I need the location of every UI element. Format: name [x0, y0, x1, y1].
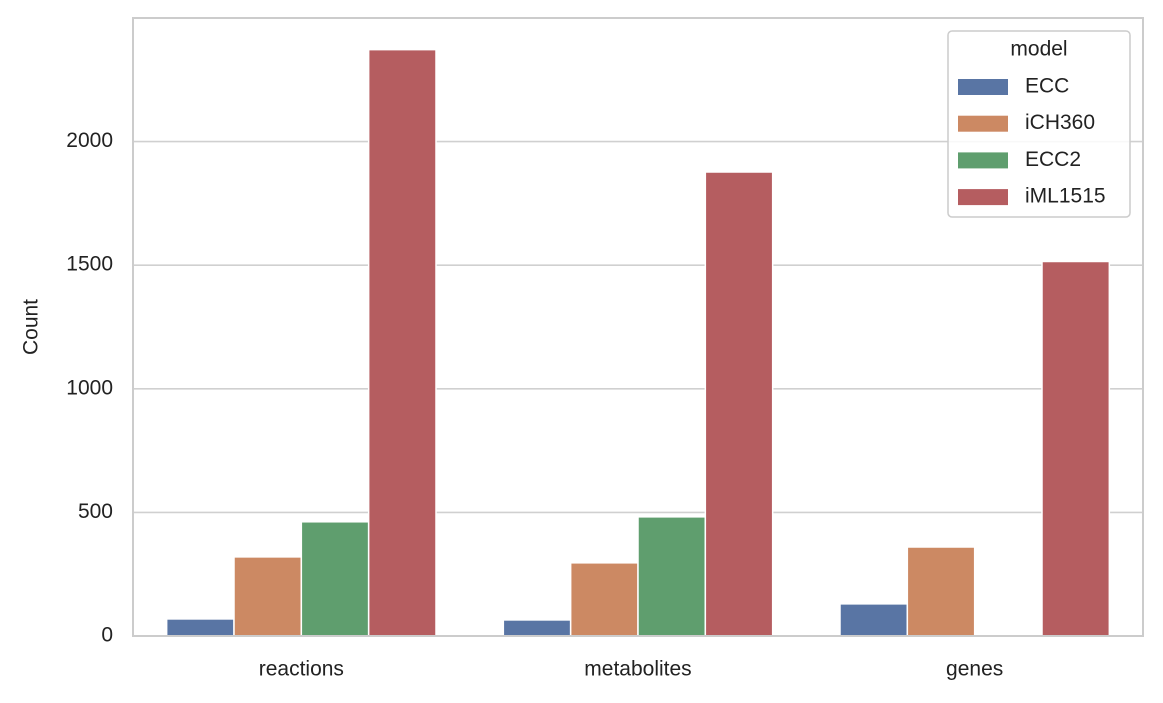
bar	[502, 619, 572, 637]
legend-label: iCH360	[1025, 111, 1095, 134]
legend-label: ECC	[1025, 75, 1069, 98]
legend-label: ECC2	[1025, 148, 1081, 171]
y-tick-label: 2000	[66, 129, 113, 152]
legend-swatch	[958, 189, 1008, 206]
y-tick-label: 500	[78, 500, 113, 523]
legend-title: model	[1010, 38, 1067, 61]
x-tick-label: metabolites	[584, 658, 691, 681]
plot-frame	[132, 17, 1144, 637]
y-axis-label: Count	[20, 299, 43, 355]
y-tick-label: 0	[101, 624, 113, 647]
x-tick-label: genes	[946, 658, 1003, 681]
bar	[569, 562, 639, 637]
y-tick-label: 1500	[66, 253, 113, 276]
bar	[367, 48, 437, 637]
legend-swatch	[958, 152, 1008, 169]
legend-box	[947, 30, 1131, 218]
bar	[704, 171, 774, 637]
x-tick-label: reactions	[259, 658, 344, 681]
legend-label: iML1515	[1025, 185, 1106, 208]
bar	[165, 618, 235, 637]
y-tick-label: 1000	[66, 376, 113, 399]
legend-swatch	[958, 79, 1008, 95]
bar	[839, 603, 909, 637]
bar	[300, 521, 370, 637]
bar	[233, 556, 303, 637]
legend-swatch	[958, 115, 1008, 132]
bar	[906, 546, 976, 637]
bar	[637, 516, 707, 637]
bar	[1041, 260, 1111, 637]
